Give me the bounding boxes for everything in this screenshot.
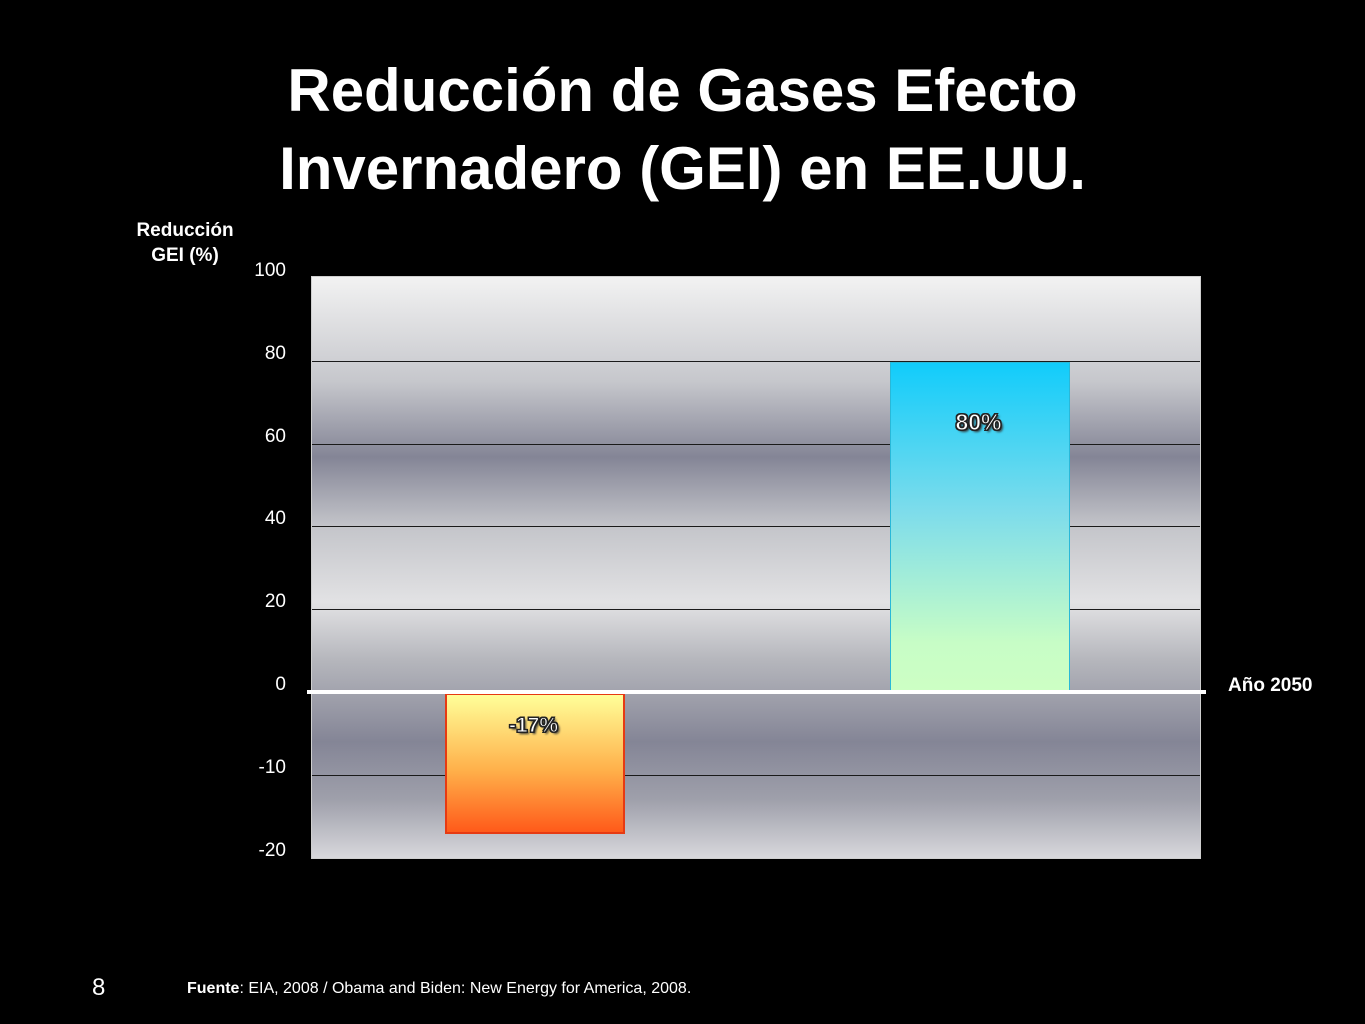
bar-data-label: 80% (955, 408, 1002, 435)
gridline (312, 775, 1200, 776)
y-tick-label: -20 (258, 840, 286, 861)
slide-number: 8 (92, 974, 106, 1001)
chart-title: Reducción de Gases Efecto Invernadero (G… (0, 52, 1365, 208)
chart-title-line-1: Reducción de Gases Efecto (287, 57, 1078, 124)
x-axis-label: Año 2050 (1228, 675, 1313, 696)
gridline (312, 526, 1200, 528)
y-axis-label-line-2: GEI (%) (151, 245, 219, 266)
y-tick-label: 60 (264, 425, 286, 447)
y-tick-label: 0 (275, 674, 286, 695)
zero-baseline (307, 690, 1206, 694)
bar (889, 361, 1070, 693)
gridline (312, 609, 1200, 611)
y-axis-label: Reducción GEI (%) (110, 218, 260, 268)
plot-area (311, 276, 1201, 859)
y-tick-label: 40 (264, 508, 286, 530)
chart-title-line-2: Invernadero (GEI) en EE.UU. (279, 135, 1086, 202)
y-tick-label: 100 (254, 260, 286, 281)
bar-data-label: -17% (508, 714, 559, 738)
y-tick-label: -10 (258, 757, 286, 778)
bar (444, 693, 625, 835)
source-text: : EIA, 2008 / Obama and Biden: New Energ… (239, 980, 692, 997)
gridline (312, 443, 1200, 445)
y-axis-label-line-1: Reducción (136, 220, 234, 241)
source-label: Fuente (187, 980, 240, 997)
y-tick-label: 20 (264, 591, 286, 613)
y-tick-label: 80 (264, 342, 286, 364)
gridline (312, 360, 1200, 362)
source-note: Fuente: EIA, 2008 / Obama and Biden: New… (187, 980, 691, 998)
